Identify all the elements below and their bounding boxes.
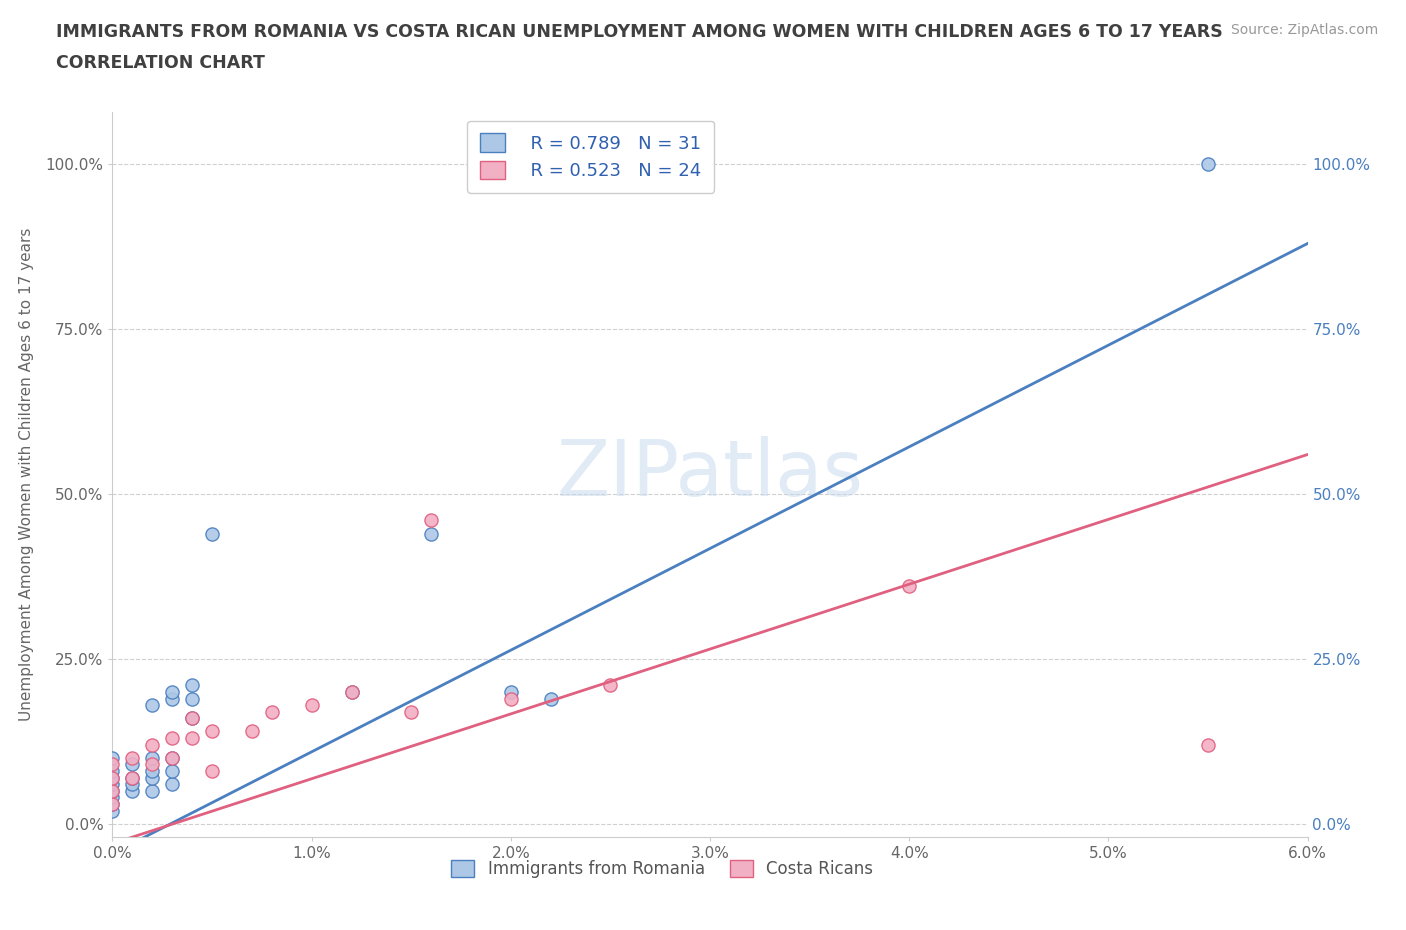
Point bbox=[201, 764, 224, 778]
Point bbox=[121, 751, 143, 765]
Point bbox=[599, 678, 621, 693]
Point bbox=[141, 764, 163, 778]
Point bbox=[181, 731, 204, 746]
Point bbox=[121, 770, 143, 785]
Point bbox=[401, 704, 423, 719]
Point bbox=[499, 691, 522, 706]
Point bbox=[898, 579, 921, 594]
Point bbox=[340, 684, 363, 699]
Text: IMMIGRANTS FROM ROMANIA VS COSTA RICAN UNEMPLOYMENT AMONG WOMEN WITH CHILDREN AG: IMMIGRANTS FROM ROMANIA VS COSTA RICAN U… bbox=[56, 23, 1223, 41]
Point bbox=[101, 790, 124, 804]
Point bbox=[420, 526, 443, 541]
Point bbox=[101, 757, 124, 772]
Point bbox=[201, 526, 224, 541]
Point bbox=[162, 691, 183, 706]
Point bbox=[499, 684, 522, 699]
Point bbox=[201, 724, 224, 739]
Text: ZIPatlas: ZIPatlas bbox=[557, 436, 863, 512]
Point bbox=[181, 711, 204, 725]
Point bbox=[141, 737, 163, 752]
Point bbox=[101, 783, 124, 798]
Point bbox=[121, 777, 143, 791]
Point bbox=[162, 751, 183, 765]
Point bbox=[340, 684, 363, 699]
Point bbox=[1197, 737, 1219, 752]
Point bbox=[420, 513, 443, 528]
Point bbox=[141, 751, 163, 765]
Point bbox=[101, 797, 124, 812]
Point bbox=[181, 711, 204, 725]
Point bbox=[162, 751, 183, 765]
Legend: Immigrants from Romania, Costa Ricans: Immigrants from Romania, Costa Ricans bbox=[443, 852, 882, 886]
Point bbox=[162, 684, 183, 699]
Point bbox=[101, 797, 124, 812]
Point bbox=[101, 751, 124, 765]
Point bbox=[181, 678, 204, 693]
Point bbox=[301, 698, 323, 712]
Point bbox=[121, 783, 143, 798]
Point bbox=[101, 777, 124, 791]
Point bbox=[240, 724, 263, 739]
Point bbox=[101, 764, 124, 778]
Point bbox=[141, 770, 163, 785]
Point bbox=[101, 770, 124, 785]
Point bbox=[162, 777, 183, 791]
Point bbox=[162, 764, 183, 778]
Point bbox=[540, 691, 562, 706]
Point bbox=[141, 698, 163, 712]
Point bbox=[141, 757, 163, 772]
Point bbox=[141, 783, 163, 798]
Point bbox=[162, 731, 183, 746]
Point bbox=[101, 770, 124, 785]
Point bbox=[121, 757, 143, 772]
Point bbox=[121, 770, 143, 785]
Point bbox=[1197, 157, 1219, 172]
Point bbox=[260, 704, 283, 719]
Text: Source: ZipAtlas.com: Source: ZipAtlas.com bbox=[1230, 23, 1378, 37]
Text: CORRELATION CHART: CORRELATION CHART bbox=[56, 54, 266, 72]
Point bbox=[181, 691, 204, 706]
Y-axis label: Unemployment Among Women with Children Ages 6 to 17 years: Unemployment Among Women with Children A… bbox=[20, 228, 34, 721]
Point bbox=[101, 783, 124, 798]
Point bbox=[101, 804, 124, 818]
